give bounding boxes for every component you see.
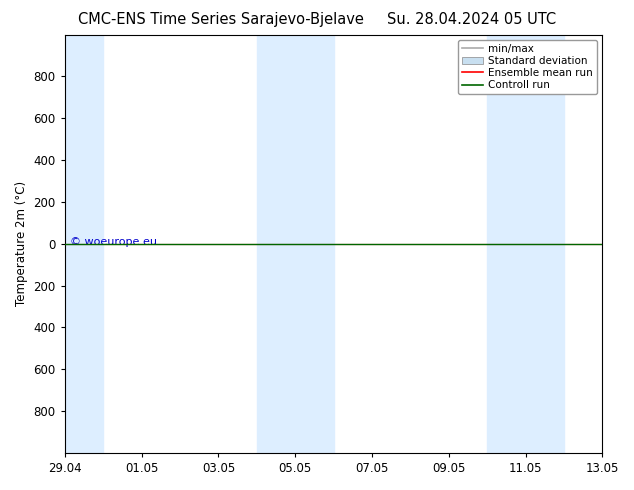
Y-axis label: Temperature 2m (°C): Temperature 2m (°C) [15, 181, 28, 306]
Bar [487, 35, 564, 453]
Text: CMC-ENS Time Series Sarajevo-Bjelave     Su. 28.04.2024 05 UTC: CMC-ENS Time Series Sarajevo-Bjelave Su.… [78, 12, 556, 27]
Bar [257, 35, 333, 453]
Bar [65, 35, 103, 453]
Text: © woeurope.eu: © woeurope.eu [70, 237, 157, 246]
Legend: min/max, Standard deviation, Ensemble mean run, Controll run: min/max, Standard deviation, Ensemble me… [458, 40, 597, 95]
